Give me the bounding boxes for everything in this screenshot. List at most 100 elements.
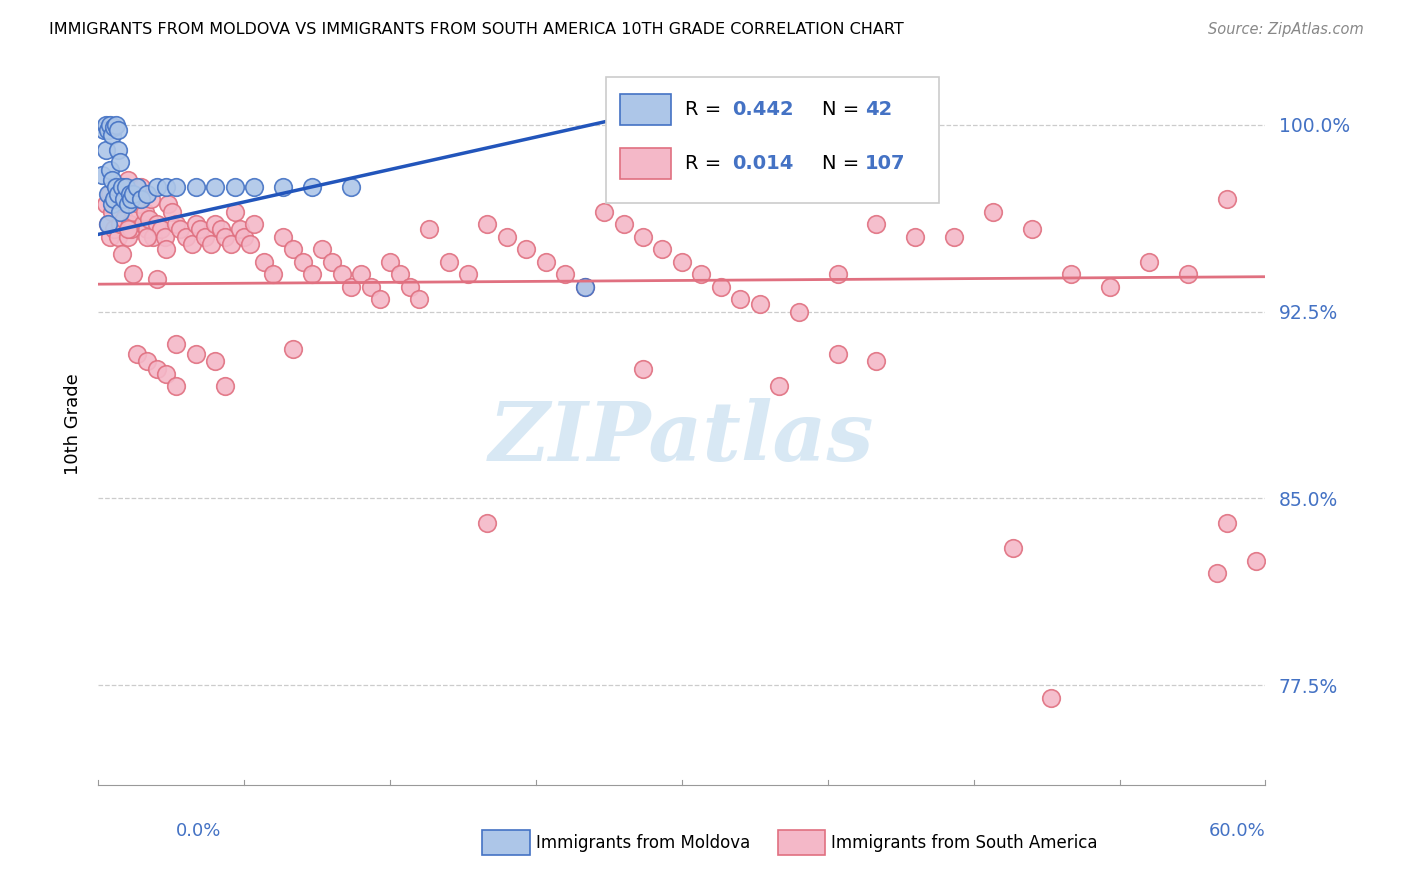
- Y-axis label: 10th Grade: 10th Grade: [63, 373, 82, 475]
- Point: [91, 168, 114, 182]
- Point: [787, 304, 810, 318]
- Point: [224, 180, 246, 194]
- Point: [96, 143, 118, 157]
- Point: [214, 230, 236, 244]
- Point: [117, 230, 139, 244]
- Point: [593, 205, 616, 219]
- Point: [574, 279, 596, 293]
- Point: [146, 218, 169, 232]
- Point: [243, 180, 266, 194]
- Point: [388, 267, 411, 281]
- Text: 0.014: 0.014: [733, 154, 793, 173]
- Point: [200, 237, 222, 252]
- Point: [165, 180, 187, 194]
- Point: [114, 180, 136, 194]
- Point: [111, 180, 134, 194]
- Point: [108, 155, 131, 169]
- Point: [127, 193, 149, 207]
- Point: [204, 354, 226, 368]
- Point: [104, 180, 127, 194]
- Point: [981, 205, 1004, 219]
- Point: [209, 222, 232, 236]
- Point: [149, 222, 172, 236]
- Point: [97, 218, 120, 232]
- Point: [262, 267, 284, 281]
- Point: [162, 205, 184, 219]
- FancyBboxPatch shape: [620, 94, 672, 125]
- Point: [134, 205, 156, 219]
- Point: [651, 242, 673, 256]
- Point: [146, 180, 169, 194]
- Point: [146, 362, 169, 376]
- Point: [107, 143, 129, 157]
- Point: [117, 172, 139, 186]
- Point: [827, 347, 849, 361]
- Point: [496, 230, 519, 244]
- Point: [281, 342, 304, 356]
- Point: [1244, 554, 1267, 568]
- Point: [136, 222, 159, 236]
- Point: [122, 187, 145, 202]
- Point: [136, 187, 159, 202]
- Point: [194, 230, 217, 244]
- Point: [768, 379, 790, 393]
- Point: [1205, 566, 1227, 581]
- Point: [291, 254, 314, 268]
- Text: Immigrants from South America: Immigrants from South America: [831, 834, 1098, 852]
- Point: [398, 279, 420, 293]
- Text: IMMIGRANTS FROM MOLDOVA VS IMMIGRANTS FROM SOUTH AMERICA 10TH GRADE CORRELATION : IMMIGRANTS FROM MOLDOVA VS IMMIGRANTS FR…: [49, 22, 904, 37]
- Point: [127, 347, 149, 361]
- Point: [107, 187, 129, 202]
- Point: [174, 230, 197, 244]
- Point: [103, 193, 125, 207]
- Text: Immigrants from Moldova: Immigrants from Moldova: [536, 834, 749, 852]
- Point: [574, 279, 596, 293]
- Point: [98, 162, 121, 177]
- Text: 0.0%: 0.0%: [176, 822, 221, 840]
- Point: [155, 180, 177, 194]
- Point: [117, 222, 139, 236]
- Point: [103, 193, 125, 207]
- Point: [184, 180, 207, 194]
- Point: [136, 230, 159, 244]
- Point: [104, 180, 127, 194]
- Point: [98, 230, 121, 244]
- Point: [127, 193, 149, 207]
- Point: [122, 267, 145, 281]
- Point: [554, 267, 576, 281]
- Point: [97, 122, 120, 136]
- Point: [380, 254, 402, 268]
- Point: [408, 292, 430, 306]
- Point: [142, 230, 165, 244]
- Point: [330, 267, 353, 281]
- Point: [138, 212, 160, 227]
- FancyBboxPatch shape: [606, 77, 939, 203]
- Point: [165, 218, 187, 232]
- Point: [204, 218, 226, 232]
- Point: [1098, 279, 1121, 293]
- Point: [101, 128, 124, 142]
- Point: [155, 367, 177, 381]
- Point: [229, 222, 252, 236]
- Point: [219, 237, 242, 252]
- Point: [271, 230, 294, 244]
- Point: [1060, 267, 1083, 281]
- Point: [350, 267, 373, 281]
- Point: [730, 292, 752, 306]
- Point: [155, 242, 177, 256]
- Point: [631, 230, 654, 244]
- Point: [214, 379, 236, 393]
- Point: [301, 180, 323, 194]
- Point: [224, 205, 246, 219]
- Point: [340, 279, 363, 293]
- Point: [271, 180, 294, 194]
- Point: [112, 193, 135, 207]
- Point: [311, 242, 333, 256]
- Point: [112, 212, 135, 227]
- Text: 0.442: 0.442: [733, 100, 794, 119]
- Point: [165, 337, 187, 351]
- Point: [437, 254, 460, 268]
- Point: [101, 197, 124, 211]
- Point: [98, 118, 121, 132]
- Point: [129, 193, 152, 207]
